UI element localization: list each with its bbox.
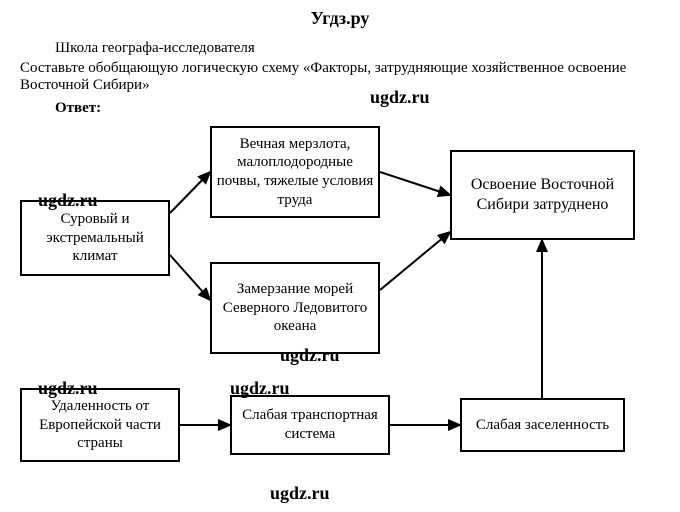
box-permafrost: Вечная мерзлота, малоплодородные почвы, …: [210, 126, 380, 218]
answer-label: Ответ:: [55, 100, 101, 117]
watermark: ugdz.ru: [280, 345, 340, 366]
site-title: Угдз.ру: [311, 8, 370, 29]
watermark: ugdz.ru: [370, 87, 430, 108]
box-climate: Суровый и экстремальный климат: [20, 200, 170, 276]
watermark: ugdz.ru: [38, 190, 98, 211]
watermark: ugdz.ru: [230, 378, 290, 399]
box-frozen-seas: Замерзание морей Северного Ледовитого ок…: [210, 262, 380, 354]
box-transport: Слабая транспортная система: [230, 395, 390, 455]
watermark: ugdz.ru: [270, 483, 330, 504]
box-remoteness: Удаленность от Европейской части страны: [20, 388, 180, 462]
watermark: ugdz.ru: [38, 378, 98, 399]
box-development-difficult: Освоение Восточной Сибири затруднено: [450, 150, 635, 240]
intro-subtitle: Школа географа-исследователя: [55, 40, 255, 57]
box-population: Слабая заселенность: [460, 398, 625, 452]
intro-body: Составьте обобщающую логическую схему «Ф…: [20, 60, 660, 94]
